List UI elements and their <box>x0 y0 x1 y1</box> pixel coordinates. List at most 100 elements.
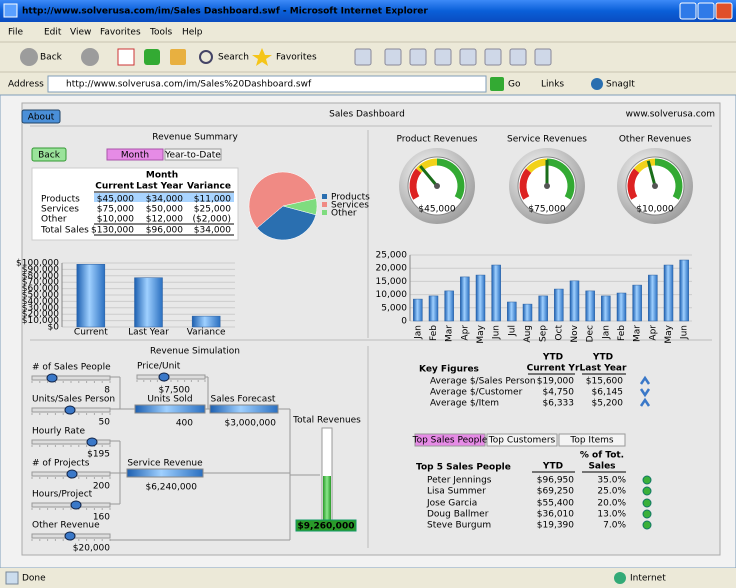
y-tick-label: 5,000 <box>381 303 407 313</box>
menu-item[interactable]: View <box>70 28 91 38</box>
snagit-icon[interactable] <box>591 78 603 90</box>
bar <box>191 315 221 328</box>
bar <box>648 274 658 322</box>
output-value: $3,000,000 <box>224 419 276 429</box>
gauge-hub <box>434 183 440 189</box>
menu-item[interactable]: Favorites <box>100 28 141 38</box>
tab-label[interactable]: Year-to-Date <box>164 151 221 161</box>
output-label: Sales Forecast <box>211 395 276 405</box>
toolbar-icon[interactable] <box>434 48 452 66</box>
toolbar-icon[interactable] <box>509 48 527 66</box>
slider-knob[interactable] <box>70 500 82 510</box>
trend-arrow <box>639 388 651 398</box>
table-cell: 25.0% <box>597 487 626 497</box>
table-cell: $50,000 <box>146 205 183 215</box>
tab-month[interactable] <box>106 148 164 161</box>
about-label[interactable]: About <box>28 113 55 123</box>
gauge-value: $10,000 <box>636 205 673 215</box>
home-icon[interactable] <box>170 49 186 65</box>
go-button[interactable]: Go <box>508 80 521 90</box>
gauge-hub <box>544 183 550 189</box>
back-icon[interactable] <box>20 48 38 66</box>
table-cell: $96,000 <box>146 226 183 236</box>
dashboard-title: Sales Dashboard <box>329 110 405 120</box>
input-value: 160 <box>93 513 110 523</box>
table-header: Variance <box>187 182 231 192</box>
tab-label[interactable]: Month <box>121 151 149 161</box>
maximize-button[interactable] <box>697 2 715 20</box>
bar <box>134 277 163 328</box>
slider-knob[interactable] <box>64 531 76 541</box>
slider-knob[interactable] <box>46 373 58 383</box>
pie-slice <box>248 171 317 229</box>
menu-item[interactable]: Edit <box>44 28 62 38</box>
x-tick-label: Current <box>74 328 108 338</box>
slider-knob[interactable] <box>86 437 98 447</box>
tab[interactable] <box>486 433 558 447</box>
y-tick-label: $60,000 <box>22 284 59 294</box>
links-button[interactable]: Links <box>541 80 564 90</box>
gauge-band <box>436 158 465 200</box>
search-button[interactable]: Search <box>218 53 249 63</box>
favorites-icon[interactable] <box>252 48 272 66</box>
slider-knob[interactable] <box>158 372 170 382</box>
back-button[interactable] <box>31 147 67 162</box>
input-slider[interactable] <box>31 375 111 381</box>
menu-item[interactable]: File <box>8 28 24 38</box>
tab-ytd[interactable] <box>164 148 222 161</box>
legend-label: Other <box>331 209 357 219</box>
y-tick-label: $80,000 <box>22 271 59 281</box>
bar <box>428 295 439 322</box>
refresh-icon[interactable] <box>144 49 160 65</box>
slider-knob[interactable] <box>64 405 76 415</box>
status-icon <box>642 475 652 485</box>
column-header: YTD <box>592 353 613 363</box>
input-slider[interactable] <box>31 439 111 445</box>
close-button[interactable] <box>715 2 733 20</box>
site-label: www.solverusa.com <box>626 110 715 120</box>
stop-icon[interactable] <box>117 48 135 66</box>
favorites-button[interactable]: Favorites <box>276 53 317 63</box>
output-value: $6,240,000 <box>145 483 197 493</box>
output-bar <box>209 404 279 414</box>
y-tick-label: $40,000 <box>22 297 59 307</box>
x-tick-label: Nov <box>570 324 580 342</box>
table-cell: $34,000 <box>194 226 231 236</box>
input-label: # of Sales People <box>32 363 111 373</box>
toolbar-icon[interactable] <box>409 48 427 66</box>
status-icon <box>642 520 652 530</box>
menu-item[interactable]: Help <box>182 28 203 38</box>
snagit-button[interactable]: SnagIt <box>606 80 635 90</box>
output-label: Service Revenue <box>127 459 203 469</box>
minimize-button[interactable] <box>679 2 697 20</box>
x-tick-label: May <box>476 324 486 343</box>
about-button[interactable] <box>21 109 61 124</box>
section-title: Revenue Simulation <box>150 347 240 357</box>
slider-knob[interactable] <box>66 469 78 479</box>
go-icon[interactable] <box>490 77 504 91</box>
tab[interactable] <box>414 433 486 447</box>
search-icon[interactable] <box>199 50 213 64</box>
tab-label[interactable]: Top Sales People <box>412 436 488 446</box>
tab[interactable] <box>558 433 626 447</box>
toolbar-icon[interactable] <box>484 48 502 66</box>
tab-label[interactable]: Top Customers <box>488 436 556 446</box>
table-cell: $36,010 <box>537 510 574 520</box>
back-button[interactable]: Back <box>40 53 63 63</box>
toolbar-icon[interactable] <box>459 48 477 66</box>
address-field[interactable] <box>47 75 487 93</box>
row-label: Products <box>41 195 80 205</box>
bar <box>507 301 517 322</box>
toolbar-icon[interactable] <box>354 48 372 66</box>
input-slider[interactable] <box>136 374 206 380</box>
y-tick-label: 0 <box>401 317 407 327</box>
forward-icon[interactable] <box>81 48 99 66</box>
gauge-band <box>415 158 438 173</box>
tab-label[interactable]: Top Items <box>569 436 614 446</box>
menu-item[interactable]: Tools <box>149 28 172 38</box>
section-title: Top 5 Sales People <box>416 463 511 473</box>
toolbar-icon[interactable] <box>534 48 552 66</box>
toolbar-icon[interactable] <box>384 48 402 66</box>
back-label[interactable]: Back <box>38 151 61 161</box>
table-cell: $75,000 <box>97 205 134 215</box>
